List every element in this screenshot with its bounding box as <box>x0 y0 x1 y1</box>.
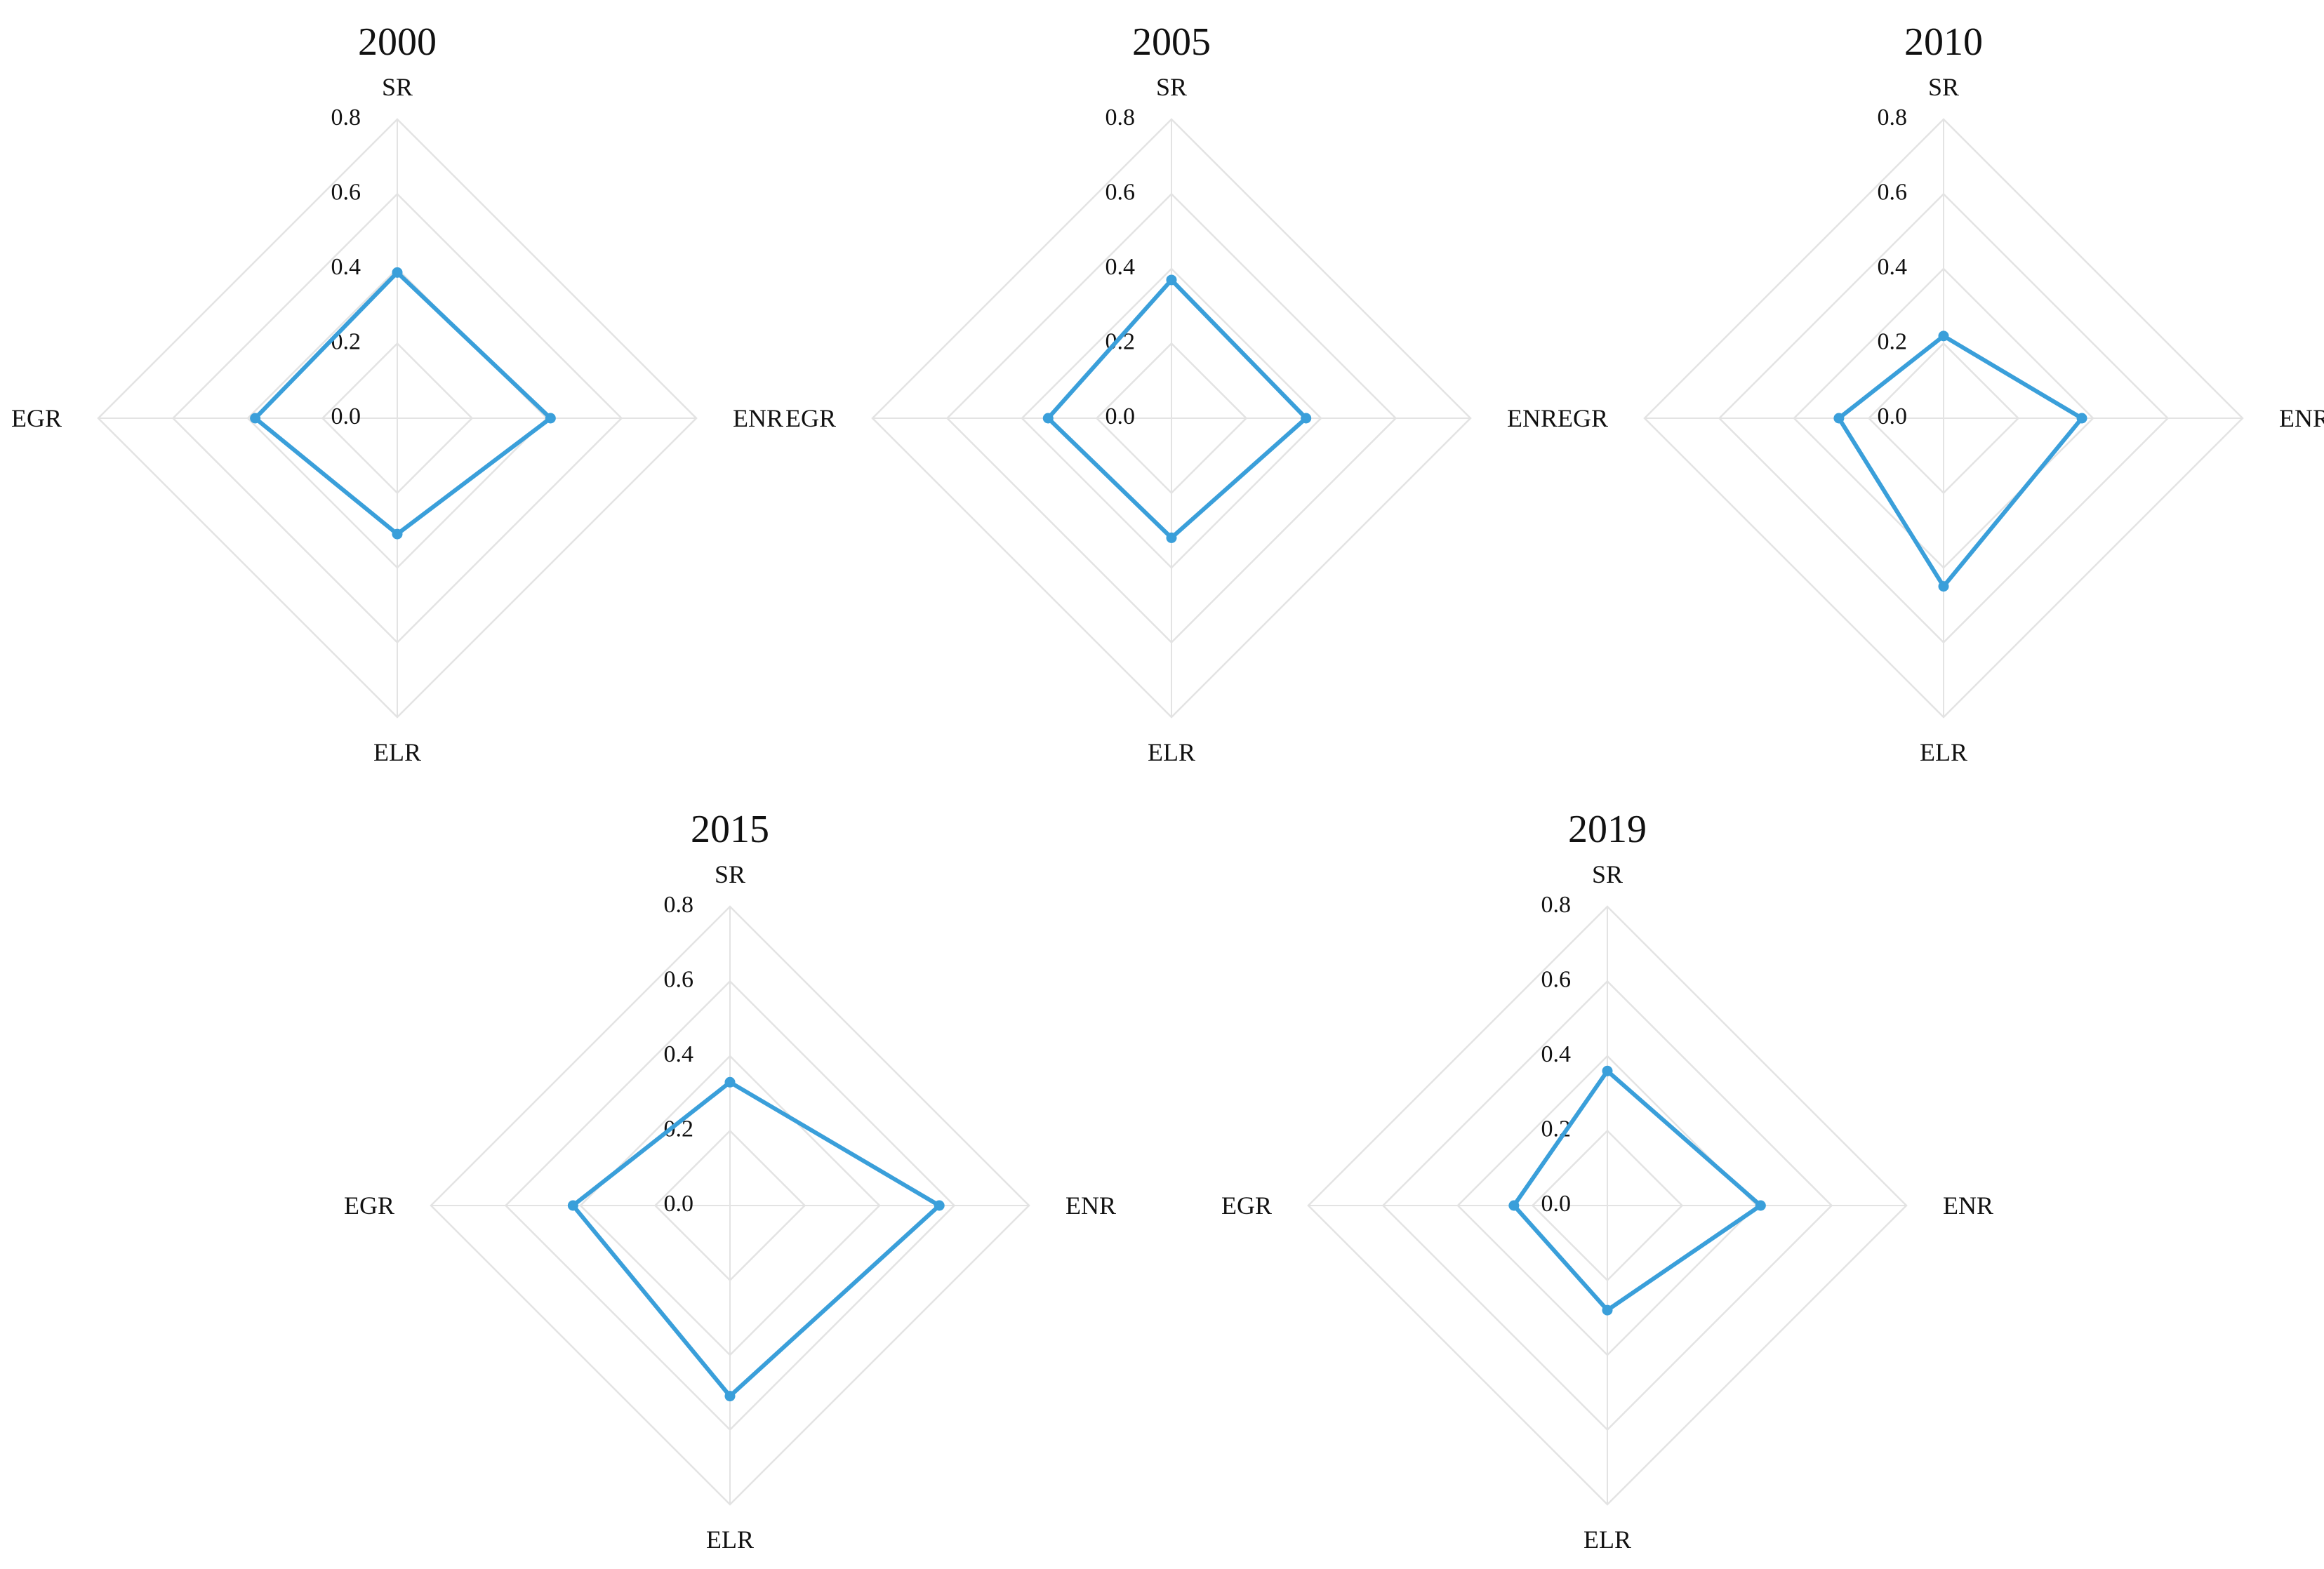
data-point-enr <box>934 1200 945 1211</box>
axis-label-elr: ELR <box>1920 738 1967 766</box>
tick-label: 0.6 <box>1878 179 1908 205</box>
axis-label-sr: SR <box>382 73 413 101</box>
chart-title: 2005 <box>1132 20 1211 64</box>
tick-label: 0.4 <box>331 254 361 280</box>
tick-label: 0.6 <box>1105 179 1136 205</box>
series-line <box>253 270 553 537</box>
tick-label: 0.0 <box>664 1191 694 1217</box>
axis-label-enr: ENR <box>1943 1191 1993 1220</box>
axis-label-egr: EGR <box>785 404 836 432</box>
tick-label: 0.6 <box>331 179 361 205</box>
tick-label: 0.0 <box>331 403 361 429</box>
axis-label-enr: ENR <box>1507 404 1558 432</box>
chart-title: 2010 <box>1904 20 1983 64</box>
tick-label: 0.8 <box>1878 105 1908 131</box>
tick-label: 0.4 <box>664 1041 694 1067</box>
axis-label-sr: SR <box>1156 73 1187 101</box>
axis-label-sr: SR <box>1592 860 1623 888</box>
data-point-enr <box>2076 413 2087 424</box>
tick-label: 0.2 <box>1878 328 1908 354</box>
data-point-egr <box>1508 1200 1520 1211</box>
data-point-egr <box>1833 413 1845 424</box>
data-point-egr <box>1042 413 1054 424</box>
radar-panel-2000: 0.0 0.2 0.4 0.6 0.8 SR ENR ELR EGR 2000 <box>11 20 783 766</box>
tick-label: 0.8 <box>1105 105 1136 131</box>
axis-label-elr: ELR <box>1148 738 1195 766</box>
axis-label-egr: EGR <box>344 1191 394 1220</box>
tick-label: 0.8 <box>664 892 694 918</box>
chart-title: 2000 <box>358 20 437 64</box>
series-line <box>1046 277 1308 540</box>
data-point-sr <box>1938 331 1949 342</box>
data-point-elr <box>1938 581 1949 592</box>
axis-label-sr: SR <box>715 860 745 888</box>
data-point-elr <box>392 528 403 540</box>
tick-label: 0.6 <box>664 966 694 992</box>
axis-label-enr: ENR <box>733 404 783 432</box>
tick-label: 0.4 <box>1105 254 1136 280</box>
data-point-elr <box>724 1391 736 1402</box>
chart-title: 2015 <box>691 808 769 851</box>
data-point-elr <box>1602 1304 1613 1316</box>
data-point-sr <box>392 267 403 278</box>
tick-label: 0.4 <box>1878 254 1908 280</box>
axis-label-enr: ENR <box>2279 404 2324 432</box>
axis-label-elr: ELR <box>1583 1525 1631 1554</box>
data-point-egr <box>250 413 261 424</box>
tick-label: 0.0 <box>1541 1191 1572 1217</box>
data-point-sr <box>724 1076 736 1088</box>
series-line <box>1836 333 2085 589</box>
tick-label: 0.2 <box>331 328 361 354</box>
radar-panel-2010: 0.0 0.2 0.4 0.6 0.8 SR ENR ELR EGR 2010 <box>1558 20 2324 766</box>
tick-label: 0.0 <box>1878 403 1908 429</box>
tick-label: 0.8 <box>331 105 361 131</box>
axis-label-egr: EGR <box>1558 404 1608 432</box>
data-point-sr <box>1166 274 1177 286</box>
data-point-enr <box>1755 1200 1766 1211</box>
data-point-egr <box>567 1200 578 1211</box>
axis-label-enr: ENR <box>1065 1191 1116 1220</box>
tick-label: 0.6 <box>1541 966 1572 992</box>
axis-label-elr: ELR <box>706 1525 754 1554</box>
tick-label: 0.4 <box>1541 1041 1572 1067</box>
tick-label: 0.8 <box>1541 892 1572 918</box>
data-point-enr <box>1301 413 1312 424</box>
chart-title: 2019 <box>1568 808 1647 851</box>
tick-label: 0.0 <box>1105 403 1136 429</box>
axis-label-sr: SR <box>1928 73 1959 101</box>
axis-label-egr: EGR <box>1221 1191 1272 1220</box>
data-point-enr <box>545 413 556 424</box>
data-point-elr <box>1166 532 1177 543</box>
axis-label-egr: EGR <box>11 404 62 432</box>
axis-label-elr: ELR <box>373 738 421 766</box>
data-point-sr <box>1602 1065 1613 1076</box>
